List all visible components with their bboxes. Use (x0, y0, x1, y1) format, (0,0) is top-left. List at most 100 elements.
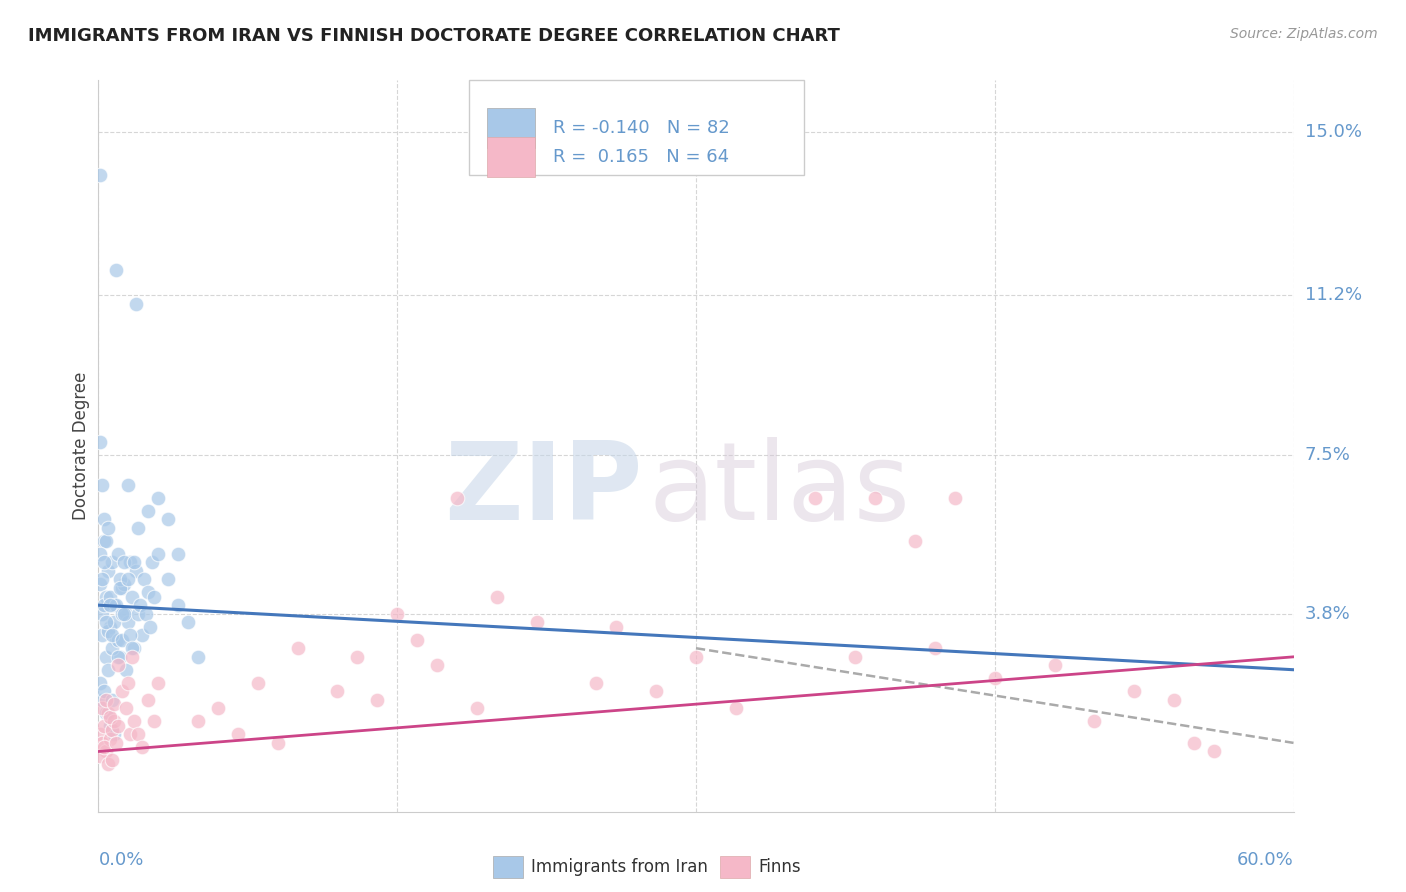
Point (105, 736, 128, 750)
Point (98, 590, 122, 604)
Point (93, 719, 115, 733)
Point (406, 632, 429, 647)
Point (125, 297, 148, 311)
Point (91, 736, 114, 750)
Bar (720, 855, 749, 878)
Point (103, 598, 125, 612)
Text: 60.0%: 60.0% (1237, 851, 1294, 869)
Point (844, 649, 866, 664)
Point (103, 697, 125, 711)
Point (96, 744, 118, 758)
Point (1043, 658, 1066, 673)
Point (187, 649, 209, 664)
Point (167, 598, 190, 612)
Point (605, 620, 627, 634)
Point (117, 477, 139, 491)
Point (134, 573, 156, 587)
Point (112, 555, 135, 569)
Point (103, 615, 125, 630)
Point (943, 491, 966, 505)
Point (101, 723, 124, 737)
Point (103, 714, 125, 729)
Point (105, 632, 128, 647)
Point (93, 684, 115, 698)
Point (148, 547, 170, 561)
Point (105, 598, 128, 612)
Point (89, 547, 111, 561)
Point (91, 701, 114, 715)
Point (187, 714, 209, 729)
Point (96, 590, 118, 604)
Point (93, 555, 115, 569)
Point (127, 607, 149, 621)
Point (1123, 684, 1146, 698)
Point (167, 547, 190, 561)
Bar (486, 108, 534, 148)
Point (177, 615, 200, 630)
Point (121, 590, 143, 604)
Bar (494, 855, 523, 878)
Point (91, 477, 114, 491)
Point (96, 615, 118, 630)
Point (120, 628, 142, 642)
Point (91, 628, 114, 642)
Point (124, 714, 146, 729)
Text: R = -0.140   N = 82: R = -0.140 N = 82 (553, 119, 730, 136)
Point (107, 658, 129, 673)
Point (1202, 744, 1225, 758)
Point (89, 168, 111, 182)
Point (148, 491, 170, 505)
Point (112, 576, 135, 591)
Point (107, 719, 129, 733)
Point (111, 581, 134, 595)
Point (89, 434, 111, 449)
Point (93, 740, 115, 755)
Point (136, 503, 159, 517)
Point (226, 727, 249, 741)
Point (125, 564, 148, 578)
Point (346, 649, 368, 664)
Point (724, 701, 747, 715)
Point (98, 620, 122, 634)
Text: 3.8%: 3.8% (1305, 605, 1350, 623)
Point (98, 598, 122, 612)
Point (110, 581, 132, 595)
Point (110, 649, 132, 664)
Point (127, 521, 149, 535)
Point (101, 555, 124, 569)
Point (101, 628, 124, 642)
Point (98, 710, 122, 724)
Point (1163, 693, 1185, 707)
Point (121, 641, 143, 656)
Point (115, 663, 138, 677)
Point (446, 491, 468, 505)
Point (1083, 714, 1105, 729)
Point (107, 649, 129, 664)
Point (143, 590, 166, 604)
Point (93, 512, 115, 526)
Point (121, 649, 143, 664)
Point (124, 555, 146, 569)
Point (96, 533, 118, 548)
Point (89, 576, 111, 591)
Point (91, 573, 114, 587)
Point (983, 671, 1005, 685)
Point (207, 701, 229, 715)
Point (904, 533, 927, 548)
Point (267, 736, 290, 750)
Point (127, 727, 149, 741)
Point (93, 598, 115, 612)
Point (97, 663, 120, 677)
Point (148, 675, 170, 690)
Point (93, 533, 115, 548)
Point (645, 684, 668, 698)
Point (97, 564, 120, 578)
Point (97, 521, 120, 535)
Text: 15.0%: 15.0% (1305, 123, 1361, 141)
Point (91, 607, 114, 621)
Bar (486, 137, 534, 178)
Point (129, 598, 152, 612)
Point (131, 628, 153, 642)
Point (107, 632, 129, 647)
Point (120, 555, 142, 569)
